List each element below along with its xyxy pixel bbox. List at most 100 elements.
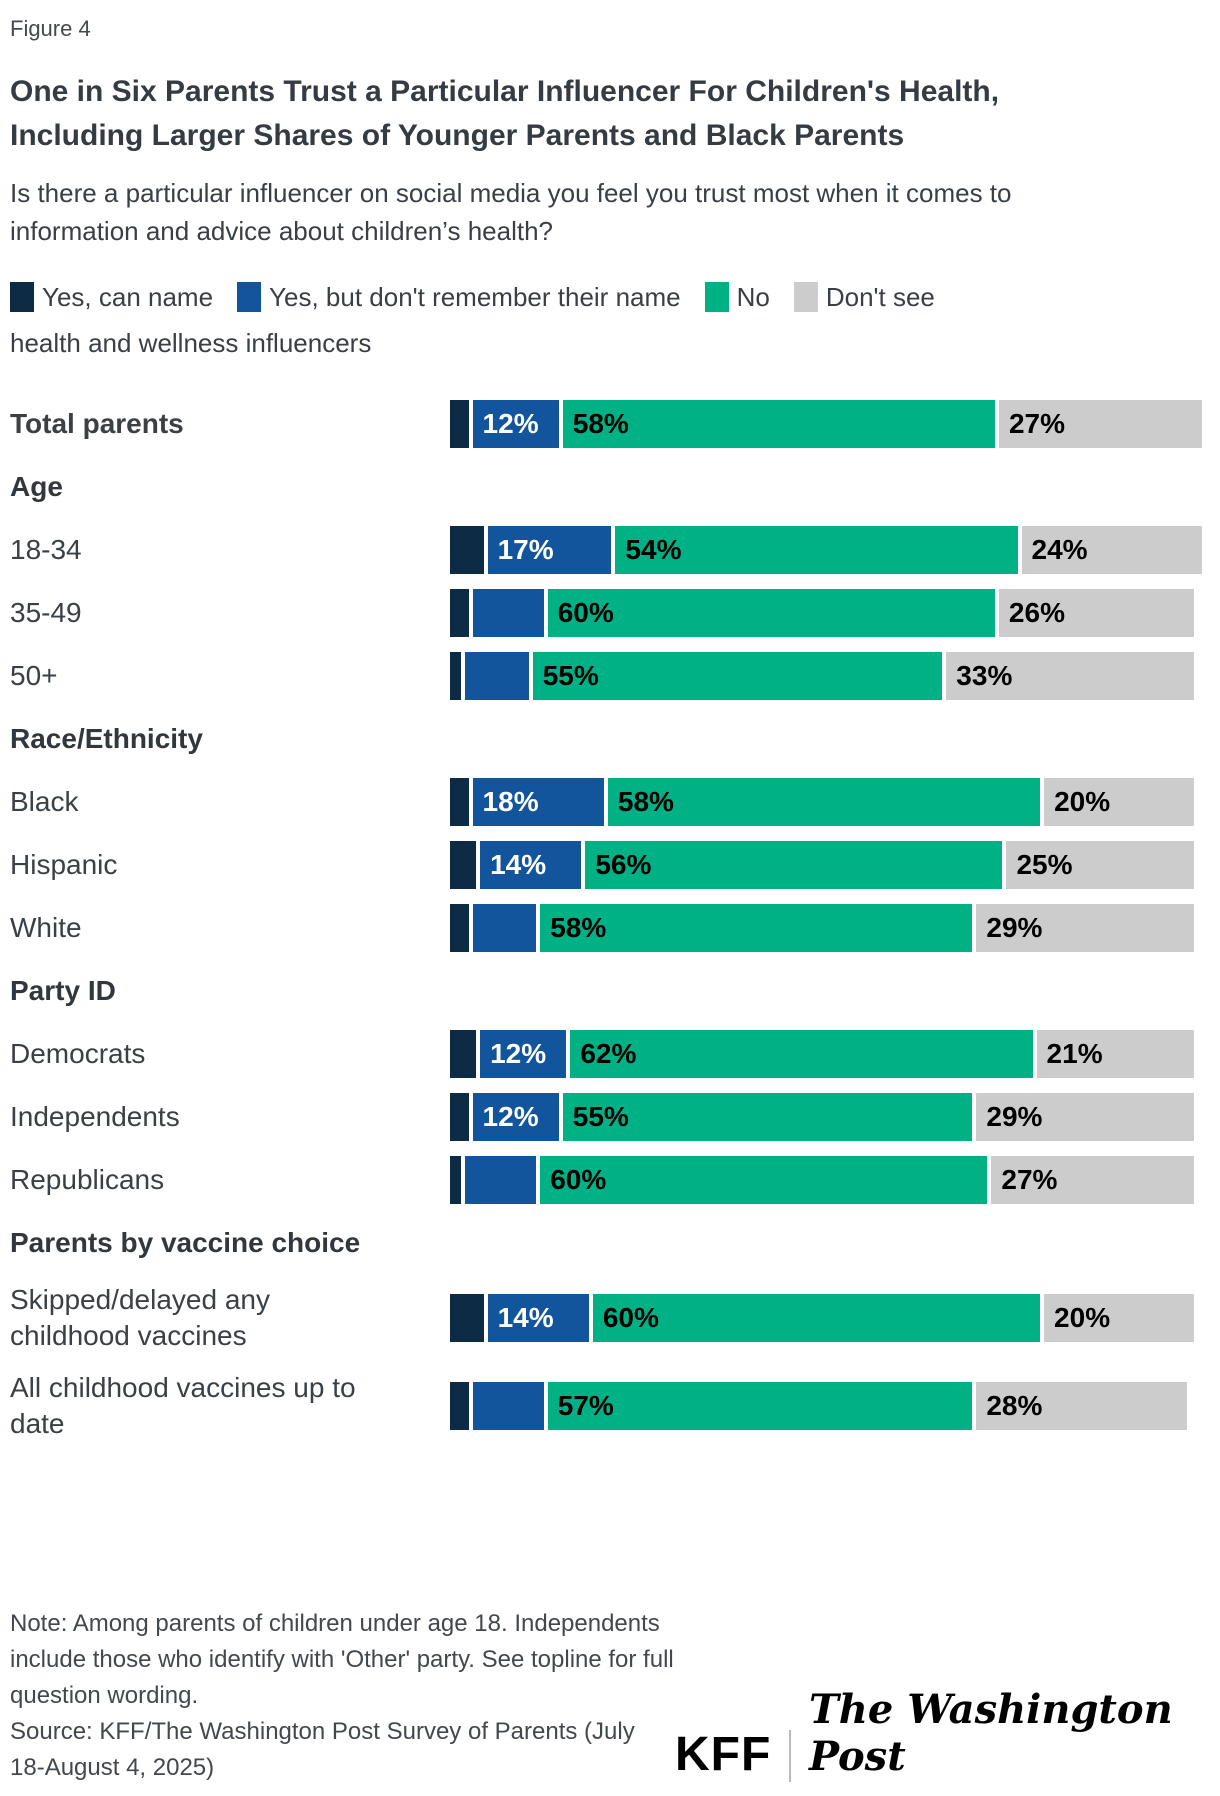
segment-dont-see: 21% [1036, 1029, 1195, 1078]
section-header: Party ID [10, 974, 116, 1006]
segment-yes-can-name [450, 1092, 473, 1141]
value-label: 55% [572, 1100, 629, 1132]
chart-row: Hispanic 14% 56% 25% [10, 833, 1202, 896]
value-label: 14% [497, 1302, 554, 1333]
segment-yes-can-name [450, 651, 466, 700]
row-label: Skipped/delayed any childhood vaccines [10, 1284, 270, 1351]
legend-label-continued: health and wellness influencers [10, 328, 372, 358]
segment-dont-see: 29% [976, 903, 1195, 952]
segment-yes-can-name [450, 399, 473, 448]
segment-dont-see: 29% [976, 1092, 1195, 1141]
value-label: 17% [497, 533, 554, 565]
segment-yes-no-name [465, 1155, 541, 1204]
segment-yes-can-name [450, 1029, 481, 1078]
value-label: 12% [482, 407, 539, 439]
segment-dont-see: 26% [998, 588, 1195, 637]
chart-row: Republicans 60% 27% [10, 1148, 1202, 1211]
segment-yes-can-name [450, 1294, 488, 1342]
segment-dont-see: 24% [1021, 525, 1202, 574]
segment-yes-no-name: 18% [472, 777, 608, 826]
value-label: 33% [956, 659, 1013, 691]
chart-row: White 58% 29% [10, 896, 1202, 959]
bar: 60% 27% [450, 1155, 1202, 1204]
bar: 14% 56% 25% [450, 840, 1202, 889]
value-label: 60% [557, 596, 614, 628]
segment-dont-see: 25% [1006, 840, 1195, 889]
legend: Yes, can name Yes, but don't remember th… [10, 274, 1210, 366]
value-label: 56% [595, 848, 652, 880]
row-label: Black [10, 785, 79, 817]
segment-dont-see: 27% [991, 1155, 1195, 1204]
value-label: 60% [550, 1163, 607, 1195]
segment-yes-can-name [450, 903, 473, 952]
legend-line-2: health and wellness influencers [10, 320, 1210, 366]
segment-dont-see: 33% [946, 651, 1195, 700]
legend-item-yes-no-name: Yes, but don't remember their name [237, 274, 681, 320]
section-header: Race/Ethnicity [10, 722, 203, 754]
value-label: 12% [482, 1100, 539, 1132]
segment-no: 55% [532, 651, 947, 700]
value-label: 27% [1008, 407, 1065, 439]
legend-label: Yes, can name [42, 282, 214, 312]
legend-label: Yes, but don't remember their name [269, 282, 681, 312]
segment-yes-can-name [450, 1382, 473, 1430]
value-label: 54% [625, 533, 682, 565]
bar: 14% 60% 20% [450, 1294, 1202, 1342]
bar: 55% 33% [450, 651, 1202, 700]
segment-yes-no-name: 17% [487, 525, 616, 574]
row-label: All childhood vaccines up to date [10, 1372, 356, 1439]
value-label: 62% [580, 1037, 637, 1069]
segment-yes-no-name [472, 1382, 548, 1430]
segment-yes-no-name: 12% [472, 399, 563, 448]
value-label: 29% [986, 1100, 1043, 1132]
value-label: 20% [1054, 1302, 1111, 1333]
chart-row: 18-34 17% 54% 24% [10, 518, 1202, 581]
value-label: 27% [1001, 1163, 1058, 1195]
segment-no: 62% [570, 1029, 1037, 1078]
bar: 18% 58% 20% [450, 777, 1202, 826]
row-label: Hispanic [10, 848, 118, 880]
legend-swatch-navy-icon [10, 282, 34, 312]
chart-rows: Total parents 12% 58% 27% Age 18-34 17% 54% 24% 3… [10, 392, 1202, 1450]
segment-no: 55% [562, 1092, 977, 1141]
row-label: Democrats [10, 1037, 146, 1069]
segment-dont-see: 20% [1044, 1294, 1195, 1342]
row-label: 50+ [10, 659, 58, 691]
chart-row: All childhood vaccines up to date 57% 28% [10, 1362, 1202, 1450]
segment-no: 58% [562, 399, 999, 448]
segment-dont-see: 27% [998, 399, 1202, 448]
section-header: Age [10, 470, 63, 502]
legend-swatch-green-icon [704, 282, 729, 312]
bar: 12% 58% 27% [450, 399, 1202, 448]
value-label: 60% [602, 1302, 659, 1333]
segment-dont-see: 20% [1044, 777, 1195, 826]
segment-yes-can-name [450, 588, 473, 637]
segment-no: 60% [547, 588, 999, 637]
value-label: 20% [1054, 785, 1111, 817]
value-label: 29% [986, 911, 1043, 943]
value-label: 58% [550, 911, 607, 943]
segment-no: 58% [540, 903, 977, 952]
value-label: 55% [542, 659, 599, 691]
value-label: 58% [572, 407, 629, 439]
row-label: Total parents [10, 407, 184, 439]
segment-yes-no-name: 12% [472, 1092, 563, 1141]
bar: 17% 54% 24% [450, 525, 1202, 574]
logo-divider [789, 1730, 791, 1782]
row-label: 18-34 [10, 533, 82, 565]
value-label: 14% [490, 848, 547, 880]
row-label: 35-49 [10, 596, 82, 628]
legend-item-no: No [704, 274, 770, 320]
segment-yes-no-name: 12% [480, 1029, 571, 1078]
bar: 60% 26% [450, 588, 1202, 637]
section-header: Parents by vaccine choice [10, 1226, 361, 1258]
note-text: Note: Among parents of children under ag… [10, 1610, 674, 1709]
legend-label: No [736, 282, 770, 312]
legend-item-yes-can-name: Yes, can name [10, 274, 213, 320]
segment-no: 57% [547, 1382, 977, 1430]
segment-yes-can-name [450, 840, 481, 889]
bar: 57% 28% [450, 1382, 1202, 1430]
figure-label: Figure 4 [10, 16, 91, 41]
footer-text: Note: Among parents of children under ag… [10, 1606, 675, 1786]
